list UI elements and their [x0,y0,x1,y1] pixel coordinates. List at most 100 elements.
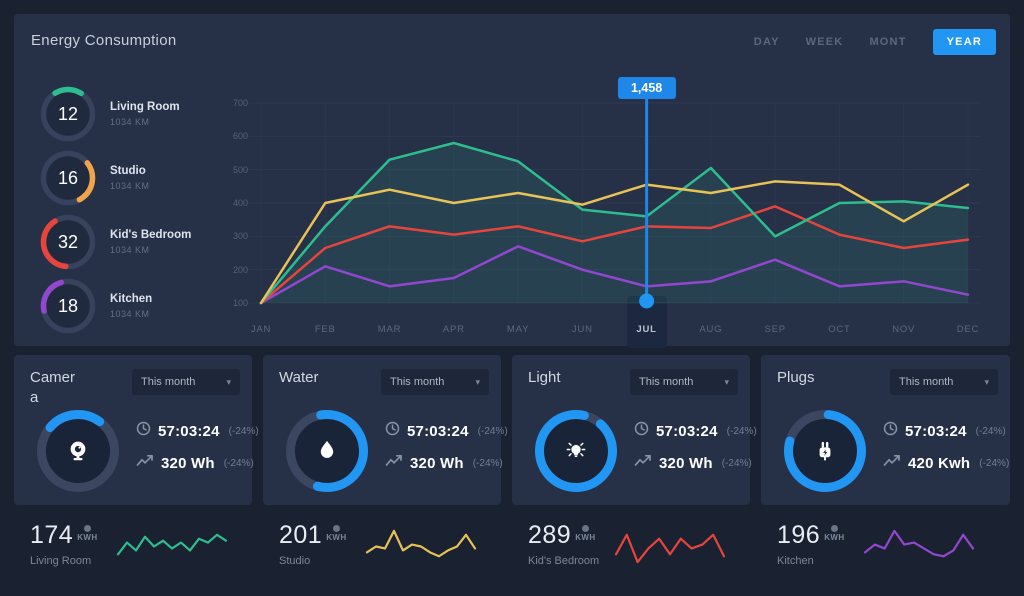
plug-icon [812,438,838,464]
card-camera: Camera This month ▾ 57:03:24 (-24%) 320 Wh (-2… [14,355,259,505]
y-axis-tick: 200 [232,264,248,275]
y-axis-tick: 100 [232,298,248,308]
gauge-row-studio: 16 Studio 1034 KM [40,149,150,207]
trending-up-icon [136,454,154,472]
kwh-unit: KWH [575,533,596,542]
time-delta: (-24%) [726,425,757,437]
card-water: Water This month ▾ 57:03:24 (-24%) 320 Wh (-24… [263,355,508,505]
month-label-jul[interactable]: JUL [636,324,657,335]
room-label: Studio [279,555,311,567]
month-label-jan[interactable]: JAN [250,324,272,335]
chevron-down-icon: ▾ [984,376,989,387]
drop-icon [314,438,340,464]
usage-delta: (-24%) [223,457,254,469]
month-label-may[interactable]: MAY [506,324,530,335]
clock-icon [883,421,898,441]
period-tabs: DAY WEEK MONT YEAR [754,29,996,55]
kwh-unit: KWH [77,533,98,542]
webcam-icon [65,438,91,464]
time-delta: (-24%) [477,425,508,437]
trending-up-icon [634,454,652,472]
time-delta: (-24%) [975,425,1006,437]
period-dropdown[interactable]: This month ▾ [890,369,998,395]
month-label-jun[interactable]: JUN [571,324,593,335]
unit-dot [83,525,91,532]
tab-week[interactable]: WEEK [805,36,844,48]
period-dropdown[interactable]: This month ▾ [132,369,240,395]
kwh-value: 196 [777,521,821,549]
stat-block-living-room: 174 KWH Living Room [14,515,252,587]
time-value: 57:03:24 [656,422,718,440]
y-axis-tick: 600 [232,131,248,142]
usage-stat: 320 Wh (-24%) [385,454,508,472]
series-line-studio [259,180,970,305]
stat-block-kitchen: 196 KWH Kitchen [761,515,1010,587]
y-axis-tick: 300 [232,231,248,242]
progress-donut [781,407,869,495]
kwh-value: 201 [279,521,323,549]
stat-block-kid-s-bedroom: 289 KWH Kid's Bedroom [512,515,750,587]
usage-value: 320 Wh [659,454,713,472]
series-line-living-room [259,141,970,305]
room-label: Kid's Bedroom [528,555,600,567]
month-label-dec[interactable]: DEC [956,324,980,335]
period-dropdown[interactable]: This month ▾ [630,369,738,395]
room-subtext: 1034 KM [110,181,150,191]
room-subtext: 1034 KM [110,309,150,319]
time-stat: 57:03:24 (-24%) [136,421,259,441]
time-value: 57:03:24 [905,422,967,440]
y-axis-tick: 400 [232,198,248,208]
month-label-apr[interactable]: APR [442,324,465,335]
sparkline [863,529,975,558]
dropdown-value: This month [141,376,196,388]
kwh-unit: KWH [824,533,845,542]
gauge-value: 12 [57,103,79,124]
room-name: Kid's Bedroom [110,229,192,241]
usage-stat: 320 Wh (-24%) [136,454,259,472]
usage-value: 320 Wh [161,454,215,472]
chevron-down-icon: ▾ [475,376,480,387]
room-name: Kitchen [110,293,153,305]
room-subtext: 1034 KM [110,117,150,127]
month-label-oct[interactable]: OCT [828,324,851,335]
kwh-unit: KWH [326,533,347,542]
dropdown-value: This month [639,376,694,388]
month-label-aug[interactable]: AUG [699,324,723,335]
month-label-feb[interactable]: FEB [314,324,336,335]
y-axis-tick: 700 [232,98,248,108]
time-value: 57:03:24 [407,422,469,440]
usage-delta: (-24%) [979,457,1010,469]
progress-donut [34,407,122,495]
month-label-nov[interactable]: NOV [892,324,916,335]
usage-delta: (-24%) [721,457,752,469]
card-title: Water [279,369,319,386]
room-label: Kitchen [777,555,814,567]
usage-delta: (-24%) [472,457,503,469]
month-label-mar[interactable]: MAR [377,324,402,335]
kwh-value: 289 [528,521,572,549]
gauge-value: 18 [57,295,79,316]
sparkline [116,533,228,556]
time-stat: 57:03:24 (-24%) [883,421,1009,441]
card-title: Plugs [777,369,815,386]
clock-icon [136,421,151,441]
tab-mont[interactable]: MONT [869,36,907,48]
month-label-sep[interactable]: SEP [764,324,786,335]
period-dropdown[interactable]: This month ▾ [381,369,489,395]
tab-year[interactable]: YEAR [932,29,996,55]
card-title: Light [528,369,561,386]
trending-up-icon [883,454,901,472]
series-line-kid-s-bedroom [259,205,970,305]
tab-day[interactable]: DAY [753,36,780,48]
usage-stat: 320 Wh (-24%) [634,454,757,472]
gauge-ring: 32 [40,214,96,270]
room-name: Studio [110,165,146,177]
clock-icon [634,421,649,441]
panel-title: Energy Consumption [31,32,177,49]
trending-up-icon [385,454,403,472]
gauge-value: 16 [57,167,79,188]
chevron-down-icon: ▾ [226,376,231,387]
chevron-down-icon: ▾ [724,376,729,387]
card-light: Light This month ▾ 57:03:24 (-24%) 320 Wh (-24… [512,355,757,505]
